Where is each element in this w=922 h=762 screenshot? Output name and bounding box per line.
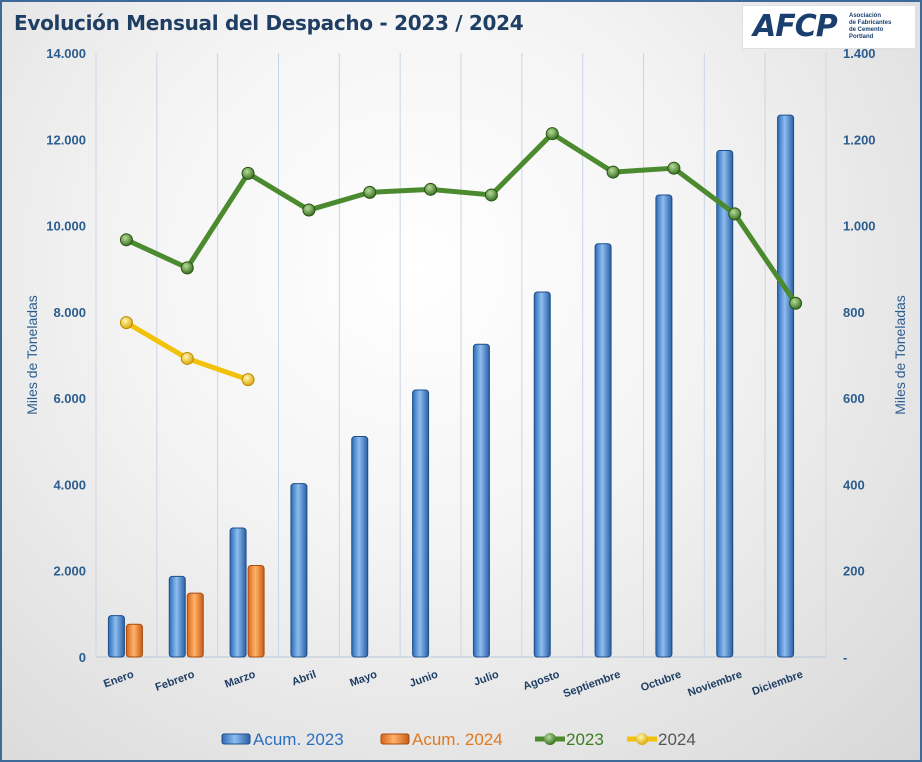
legend-swatch (221, 733, 251, 745)
category-label: Abril (290, 669, 318, 689)
category-label: Junio (408, 668, 440, 689)
bar-acum-2023 (594, 243, 612, 658)
left-axis-ticks: 0 2.000 4.000 6.000 8.000 10.000 12.000 14.000 (46, 46, 86, 665)
category-label: Julio (472, 668, 500, 688)
left-tick-label: 12.000 (46, 132, 86, 147)
bar-acum-2023 (533, 291, 551, 658)
category-label: Mayo (348, 668, 379, 689)
point-2023 (363, 185, 377, 199)
legend-swatch-dot (544, 733, 556, 745)
line-2024 (125, 320, 249, 382)
right-tick-label: 1.400 (843, 46, 876, 61)
left-tick-label: 2.000 (53, 564, 86, 579)
left-tick-label: 8.000 (53, 305, 86, 320)
bar-acum-2023 (777, 114, 795, 658)
legend-label: Acum. 2024 (412, 730, 503, 749)
legend-item: 2024 (627, 730, 696, 749)
category-labels: Enero Febrero Marzo Abril Mayo Junio Julio Agos… (102, 668, 805, 700)
point-2023 (789, 296, 803, 310)
legend-swatch (380, 733, 410, 745)
left-tick-label: 10.000 (46, 219, 86, 234)
legend-label: Acum. 2023 (253, 730, 344, 749)
category-label: Enero (102, 668, 136, 690)
legend-item: Acum. 2024 (380, 730, 503, 749)
bar-acum-2023 (412, 389, 430, 658)
left-tick-label: 6.000 (53, 391, 86, 406)
category-label: Febrero (154, 668, 197, 693)
point-2023 (180, 261, 194, 275)
category-label: Diciembre (751, 669, 805, 698)
right-tick-label: 1.000 (843, 219, 876, 234)
legend: Acum. 2023 Acum. 2024 2023 2024 (221, 730, 696, 749)
afcp-logo: AFCP Asociación de Fabricantes de Cement… (742, 5, 916, 49)
bar-acum-2024 (125, 623, 143, 658)
chart-title: Evolución Mensual del Despacho - 2023 / … (14, 11, 524, 35)
legend-item: Acum. 2023 (221, 730, 344, 749)
logo-subtitle-line: de Fabricantes (849, 20, 892, 26)
bar-series (107, 114, 795, 658)
point-2024 (180, 351, 194, 365)
right-tick-label: 800 (843, 305, 865, 320)
right-tick-label: 600 (843, 391, 865, 406)
logo-subtitle-line: de Cemento (849, 27, 884, 33)
right-tick-label: 400 (843, 477, 865, 492)
point-2024 (241, 373, 255, 387)
logo-subtitle-line: Portland (849, 34, 874, 40)
point-2023 (424, 182, 438, 196)
legend-label: 2023 (566, 730, 604, 749)
point-2023 (545, 127, 559, 141)
bar-acum-2023 (168, 575, 186, 658)
category-label: Septiembre (562, 669, 622, 701)
legend-swatch-dot (636, 733, 648, 745)
bar-acum-2023 (290, 483, 308, 658)
bar-acum-2023 (655, 194, 673, 658)
y-axis-right-label: Miles de Toneladas (892, 295, 908, 415)
left-tick-label: 0 (79, 650, 86, 665)
point-2023 (728, 207, 742, 221)
category-label: Octubre (639, 669, 683, 695)
point-2023 (302, 203, 316, 217)
bar-acum-2023 (107, 615, 125, 658)
point-2023 (606, 165, 620, 179)
point-2023 (667, 161, 681, 175)
bar-acum-2023 (351, 436, 369, 658)
point-2023 (119, 233, 133, 247)
right-tick-label: - (843, 650, 847, 665)
logo-subtitle: Asociación de Fabricantes de Cemento Por… (849, 13, 913, 41)
logo-subtitle-line: Asociación (849, 13, 882, 19)
bar-acum-2023 (716, 150, 734, 658)
line-series (119, 127, 803, 387)
bar-acum-2024 (186, 592, 204, 658)
bar-acum-2023 (472, 343, 490, 658)
point-2023 (241, 166, 255, 180)
category-label: Noviembre (686, 669, 744, 700)
right-tick-label: 1.200 (843, 132, 876, 147)
right-axis-ticks: - 200 400 600 800 1.000 1.200 1.400 (843, 46, 876, 665)
line-2023 (125, 131, 798, 305)
category-label: Marzo (223, 668, 257, 690)
legend-item: 2023 (535, 730, 604, 749)
point-2024 (119, 316, 133, 330)
logo-mark: AFCP (753, 9, 838, 44)
bar-acum-2023 (229, 527, 247, 658)
left-tick-label: 14.000 (46, 46, 86, 61)
bar-acum-2024 (247, 565, 265, 658)
gridlines (95, 53, 827, 658)
legend-label: 2024 (658, 730, 696, 749)
point-2023 (484, 188, 498, 202)
category-label: Agosto (522, 668, 562, 692)
y-axis-left-label: Miles de Toneladas (24, 295, 40, 415)
right-tick-label: 200 (843, 564, 865, 579)
left-tick-label: 4.000 (53, 477, 86, 492)
